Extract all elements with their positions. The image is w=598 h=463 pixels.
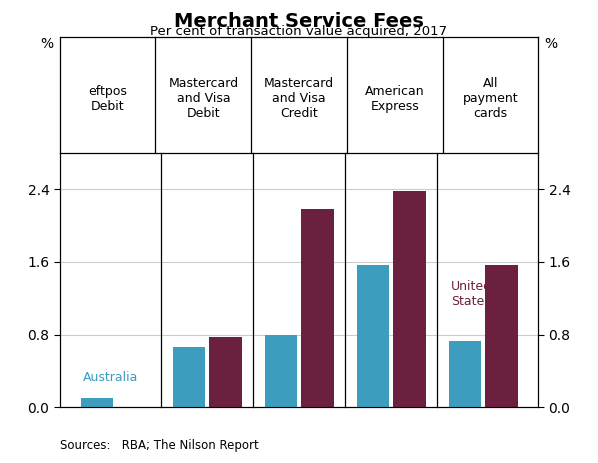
Text: Mastercard
and Visa
Debit: Mastercard and Visa Debit — [168, 77, 239, 120]
Bar — [393, 191, 426, 407]
Bar — [301, 209, 334, 407]
Bar — [81, 398, 112, 407]
Text: Mastercard
and Visa
Credit: Mastercard and Visa Credit — [264, 77, 334, 120]
Bar — [209, 338, 242, 407]
Bar — [356, 265, 389, 407]
Text: Sources:   RBA; The Nilson Report: Sources: RBA; The Nilson Report — [60, 439, 258, 452]
Bar — [264, 335, 297, 407]
Text: United
States: United States — [451, 280, 492, 308]
Text: Merchant Service Fees: Merchant Service Fees — [174, 12, 424, 31]
Text: All
payment
cards: All payment cards — [462, 77, 518, 120]
Bar — [486, 265, 517, 407]
Bar — [448, 341, 481, 407]
Text: Per cent of transaction value acquired, 2017: Per cent of transaction value acquired, … — [151, 25, 447, 38]
Text: %: % — [544, 37, 557, 51]
Text: Australia: Australia — [83, 371, 138, 384]
Text: eftpos
Debit: eftpos Debit — [88, 85, 127, 113]
Text: American
Express: American Express — [365, 85, 425, 113]
Text: %: % — [41, 37, 54, 51]
Bar — [172, 346, 205, 407]
